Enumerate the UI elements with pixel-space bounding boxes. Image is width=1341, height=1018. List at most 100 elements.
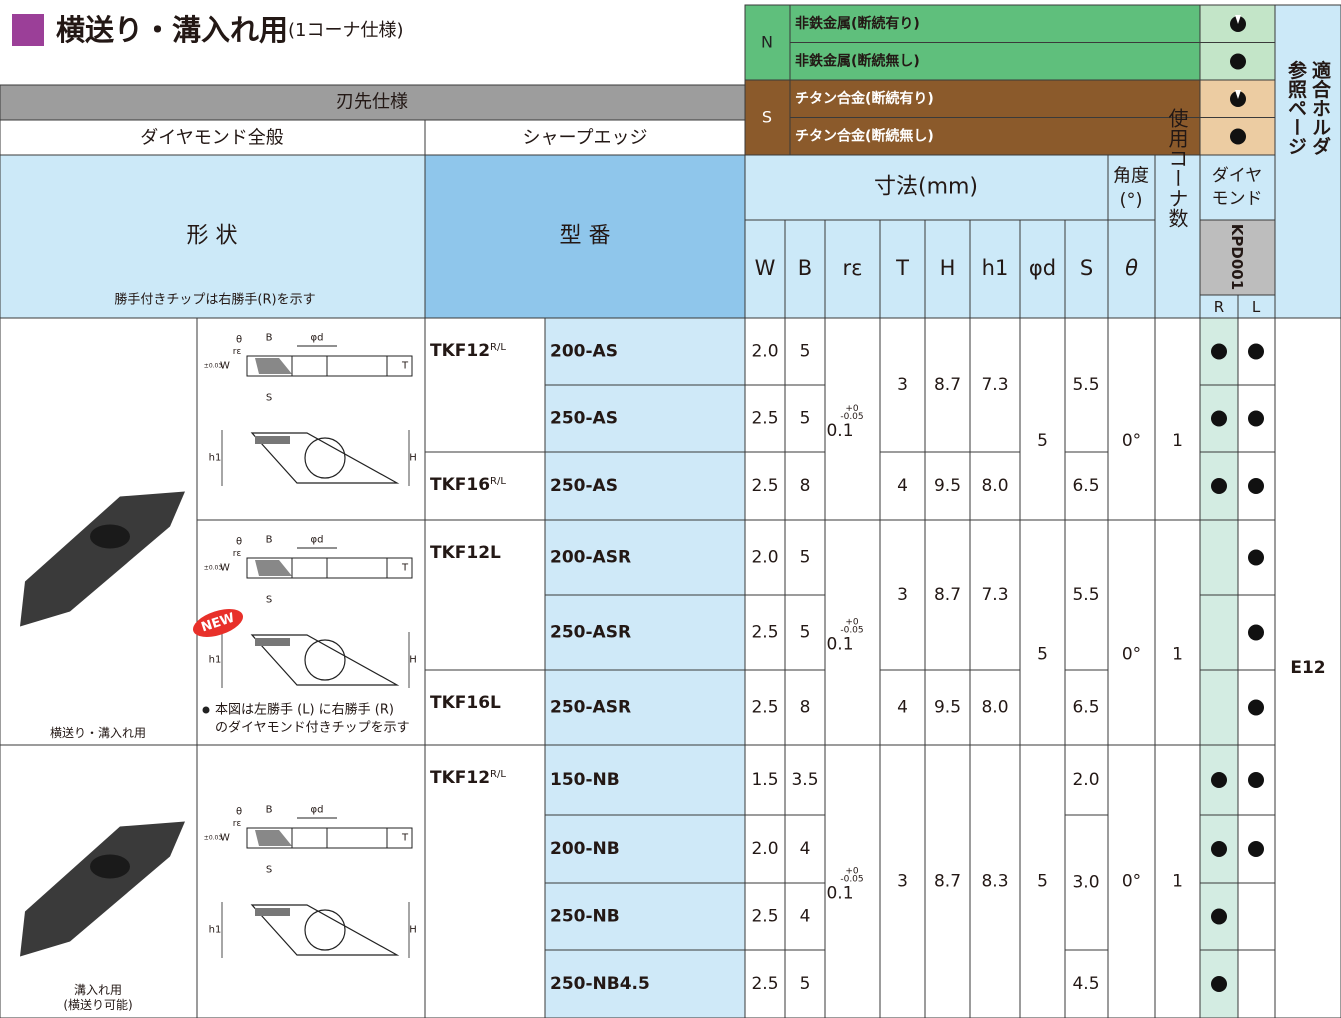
cell	[784, 744, 826, 816]
dim-value: 3	[897, 585, 908, 605]
dim-value: 2.5	[751, 974, 778, 994]
model-code: 200-AS	[550, 342, 618, 362]
model-code: 250-AS	[550, 476, 618, 496]
dim-value: 8.7	[934, 585, 961, 605]
edge-type: シャープエッジ	[523, 128, 648, 149]
cell	[1154, 519, 1201, 746]
drawing-label: ±0.03	[204, 835, 223, 842]
cell	[424, 119, 746, 156]
column-header: h1	[982, 256, 1009, 280]
dim-value: 8.0	[981, 698, 1008, 718]
cell	[544, 317, 746, 386]
dim-value: 5	[1037, 872, 1048, 892]
mark-dot	[1248, 624, 1264, 641]
cell	[1199, 669, 1239, 746]
cell	[1274, 4, 1341, 319]
corners-header: 使用コーナ数	[1165, 108, 1189, 228]
cell	[744, 384, 786, 453]
cell	[544, 451, 746, 521]
cell	[1107, 317, 1156, 521]
cell	[969, 317, 1021, 453]
dim-value: 6.5	[1072, 476, 1099, 496]
model-header: 型 番	[560, 224, 611, 249]
series-hand: R/L	[490, 769, 506, 780]
drawing-label: θ	[236, 807, 242, 818]
mark-dot	[1248, 699, 1264, 716]
title: 横送り・溝入れ用(1コーナ仕様)	[56, 13, 404, 47]
holder-page: E12	[1290, 658, 1325, 678]
dim-value: 3.5	[791, 770, 818, 790]
dim-value: 8	[800, 698, 811, 718]
mark-notch	[1235, 90, 1241, 99]
cell	[424, 519, 546, 671]
cell	[0, 154, 426, 319]
footnote: のダイヤモンド付きチップを示す	[215, 721, 410, 736]
dim-value: 9.5	[934, 698, 961, 718]
drawing-label: H	[409, 453, 417, 464]
dim-value: 5	[800, 342, 811, 362]
cell	[544, 814, 746, 884]
mark-dot	[1248, 343, 1264, 360]
column-header: S	[1080, 256, 1093, 280]
cell	[789, 117, 1201, 156]
tolerance: +0	[845, 618, 859, 628]
material-name: 非鉄金属(断続無し)	[795, 53, 920, 70]
drawing-label: T	[401, 563, 409, 574]
series: TKF12L	[430, 543, 501, 563]
column-header: rε	[843, 256, 863, 280]
drawing-tip	[255, 358, 292, 374]
dim-value: 0°	[1122, 872, 1141, 892]
dim-value: 5	[800, 409, 811, 429]
cell	[424, 154, 746, 319]
dim-value: 8.3	[981, 872, 1008, 892]
diamond-header: モンド	[1212, 189, 1263, 209]
drawing-tip	[255, 908, 290, 916]
dim-value: 4	[800, 839, 811, 859]
drawing-label: W	[220, 833, 230, 844]
drawing-tip	[255, 560, 292, 576]
dim-value: 2.0	[751, 342, 778, 362]
drawing-label: h1	[209, 925, 222, 936]
series-name: TKF12	[430, 768, 490, 788]
drawing-label: ±0.03	[204, 363, 223, 370]
cell	[789, 42, 1201, 81]
drawing-body	[250, 432, 400, 484]
drawing-label: ±0.03	[204, 565, 223, 572]
dim-value: 5.5	[1072, 375, 1099, 395]
insert-hole	[90, 854, 130, 879]
drawing-label: S	[266, 393, 272, 404]
cell	[1064, 219, 1109, 319]
cell	[784, 814, 826, 884]
model-code: 250-ASR	[550, 698, 631, 718]
column-header: B	[798, 256, 812, 280]
material-name: チタン合金(断続無し)	[795, 128, 934, 145]
column-header: φd	[1029, 256, 1056, 280]
cell	[744, 669, 786, 746]
drawing-tip	[255, 638, 290, 646]
dim-value: 2.5	[751, 409, 778, 429]
mark-dot	[1248, 478, 1264, 494]
dim-value: 2.5	[751, 907, 778, 927]
dim-value: 0°	[1122, 431, 1141, 451]
drawing-label: S	[266, 595, 272, 606]
column-header: H	[940, 256, 956, 280]
model-code: 250-AS	[550, 409, 618, 429]
cell	[744, 4, 791, 81]
cell	[744, 882, 786, 951]
dim-value: 2.5	[751, 623, 778, 643]
cell	[789, 4, 1201, 43]
angle-header: (°)	[1119, 190, 1142, 211]
series-name: TKF12L	[430, 543, 501, 563]
column-header: T	[895, 256, 909, 280]
cell	[544, 744, 746, 816]
cell	[1064, 814, 1109, 951]
tolerance: +0	[845, 867, 859, 877]
cell	[0, 119, 426, 156]
cell	[1237, 451, 1276, 521]
cell	[1107, 744, 1156, 1018]
dim-value: 3.0	[1072, 873, 1099, 893]
cell	[744, 949, 786, 1018]
cell	[1107, 154, 1156, 221]
tolerance: -0.05	[840, 875, 863, 885]
